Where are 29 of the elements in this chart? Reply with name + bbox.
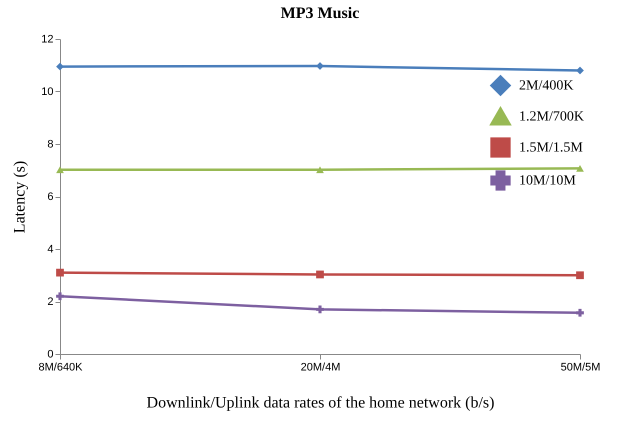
chart-title: MP3 Music [280,5,360,22]
point [316,306,324,314]
point [576,271,584,280]
y-tick-label: 8 [47,138,54,150]
y-axis-title: Latency (s) [11,160,28,234]
y-tick-label: 0 [47,348,54,360]
point [316,62,324,70]
point [56,268,64,276]
point [576,165,584,172]
x-tick-label: 50M/5M [560,362,600,374]
point [56,62,64,70]
y-tick-label: 6 [47,191,54,203]
x-tick-label: 8M/640K [38,362,84,374]
legend-label: 10M/10M [519,174,576,188]
legend-label: 1.5M/1.5M [519,140,584,156]
legend-label: 1.2M/700K [519,110,584,124]
point [316,166,324,174]
x-tick-label: 20M/4M [300,362,340,374]
x-axis-title: Downlink/Uplink data rates of the home network (b/s) [146,394,494,412]
y-tick-label: 10 [41,86,54,98]
y-tick-label: 2 [47,296,54,308]
point [56,292,64,300]
y-tick-label: 12 [41,34,54,46]
legend-label: 2M/400K [519,78,574,94]
point [56,166,64,174]
point [576,308,584,317]
y-tick-label: 4 [47,244,54,256]
point [576,66,584,74]
point [316,270,324,278]
